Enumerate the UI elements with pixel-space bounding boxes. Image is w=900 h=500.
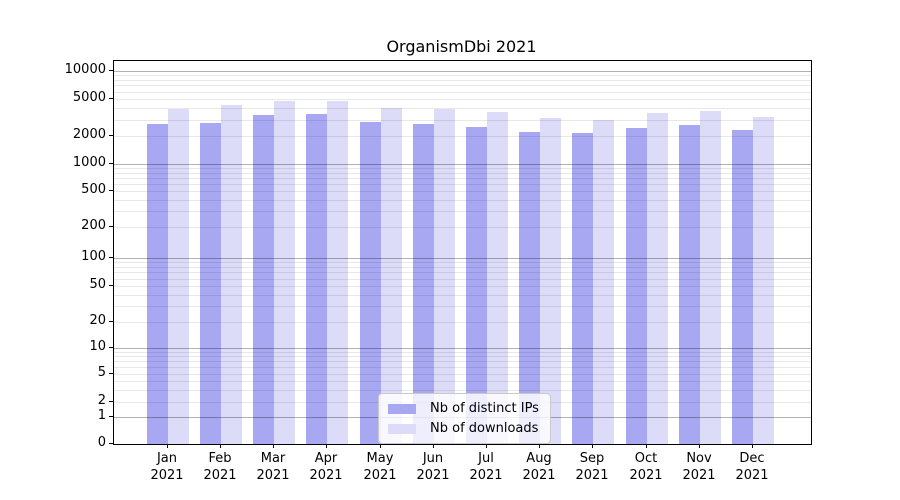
bar-distinct-ips-feb (200, 123, 221, 444)
y-tick-mark (109, 163, 113, 164)
x-tick-mark (326, 444, 327, 448)
y-tick-label: 100 (81, 249, 106, 264)
y-tick-label: 200 (81, 218, 106, 233)
bar-downloads-jul (487, 112, 508, 444)
y-tick-label: 20 (89, 313, 106, 328)
y-tick-label: 10 (89, 339, 106, 354)
x-tick-mark (167, 444, 168, 448)
x-tick-mark (752, 444, 753, 448)
y-tick-mark (109, 416, 113, 417)
x-tick-label-dec: Dec 2021 (735, 451, 769, 483)
x-tick-label-mar: Mar 2021 (256, 451, 290, 483)
y-tick-mark (109, 285, 113, 286)
bar-downloads-sep (593, 120, 614, 444)
bar-downloads-may (381, 108, 402, 444)
y-tick-mark (109, 401, 113, 402)
x-tick-label-jul: Jul 2021 (469, 451, 503, 483)
bar-distinct-ips-jan (147, 124, 168, 444)
y-tick-label: 0 (97, 435, 106, 450)
bar-downloads-oct (647, 113, 668, 444)
bar-downloads-aug (540, 118, 561, 444)
x-tick-label-sep: Sep 2021 (575, 451, 609, 483)
y-tick-mark (109, 70, 113, 71)
bar-downloads-dec (753, 117, 774, 444)
y-tick-mark (109, 347, 113, 348)
legend-item-distinct-ips: Nb of distinct IPs (388, 401, 539, 416)
x-tick-label-nov: Nov 2021 (682, 451, 716, 483)
bar-downloads-jan (168, 109, 189, 444)
y-tick-label: 1 (97, 408, 106, 423)
bar-distinct-ips-jul (466, 127, 487, 444)
chart-title: OrganismDbi 2021 (386, 37, 537, 56)
y-tick-label: 5 (97, 365, 106, 380)
x-tick-mark (699, 444, 700, 448)
y-tick-label: 500 (81, 182, 106, 197)
x-tick-mark (646, 444, 647, 448)
x-tick-mark (592, 444, 593, 448)
x-tick-mark (539, 444, 540, 448)
legend-swatch-distinct-ips (388, 403, 416, 414)
legend: Nb of distinct IPs Nb of downloads (378, 393, 551, 444)
x-tick-mark (273, 444, 274, 448)
y-tick-label: 5000 (72, 90, 106, 105)
y-tick-label: 2 (97, 393, 106, 408)
x-tick-label-oct: Oct 2021 (629, 451, 663, 483)
legend-swatch-downloads (388, 423, 416, 434)
bar-downloads-jun (434, 109, 455, 444)
y-tick-mark (109, 226, 113, 227)
bar-downloads-apr (327, 101, 348, 444)
bar-distinct-ips-nov (679, 125, 700, 444)
bar-distinct-ips-may (360, 122, 381, 444)
y-tick-label: 2000 (72, 127, 106, 142)
x-tick-mark (380, 444, 381, 448)
y-tick-label: 50 (89, 277, 106, 292)
x-tick-label-may: May 2021 (363, 451, 397, 483)
y-tick-mark (109, 373, 113, 374)
legend-item-downloads: Nb of downloads (388, 421, 539, 436)
bars-layer (114, 61, 811, 444)
x-tick-label-apr: Apr 2021 (309, 451, 343, 483)
y-tick-label: 1000 (72, 155, 106, 170)
y-tick-mark (109, 257, 113, 258)
bar-distinct-ips-mar (253, 115, 274, 444)
y-tick-mark (109, 98, 113, 99)
legend-label-downloads: Nb of downloads (430, 421, 539, 436)
bar-distinct-ips-apr (306, 114, 327, 444)
bar-distinct-ips-jun (413, 124, 434, 444)
bar-downloads-nov (700, 111, 721, 444)
x-tick-mark (486, 444, 487, 448)
x-tick-label-feb: Feb 2021 (203, 451, 237, 483)
bar-downloads-mar (274, 101, 295, 444)
bar-distinct-ips-sep (572, 133, 593, 444)
x-tick-mark (220, 444, 221, 448)
bar-downloads-feb (221, 105, 242, 444)
y-tick-label: 10000 (64, 62, 106, 77)
plot-area: Nb of distinct IPs Nb of downloads (113, 60, 812, 445)
y-tick-mark (109, 321, 113, 322)
y-tick-mark (109, 190, 113, 191)
x-tick-label-jan: Jan 2021 (150, 451, 184, 483)
legend-label-distinct-ips: Nb of distinct IPs (430, 401, 539, 416)
bar-distinct-ips-oct (626, 128, 647, 444)
bar-distinct-ips-aug (519, 132, 540, 444)
x-tick-label-jun: Jun 2021 (416, 451, 450, 483)
bar-distinct-ips-dec (732, 130, 753, 444)
x-tick-mark (433, 444, 434, 448)
y-tick-mark (109, 135, 113, 136)
x-tick-label-aug: Aug 2021 (522, 451, 556, 483)
y-tick-mark (109, 443, 113, 444)
